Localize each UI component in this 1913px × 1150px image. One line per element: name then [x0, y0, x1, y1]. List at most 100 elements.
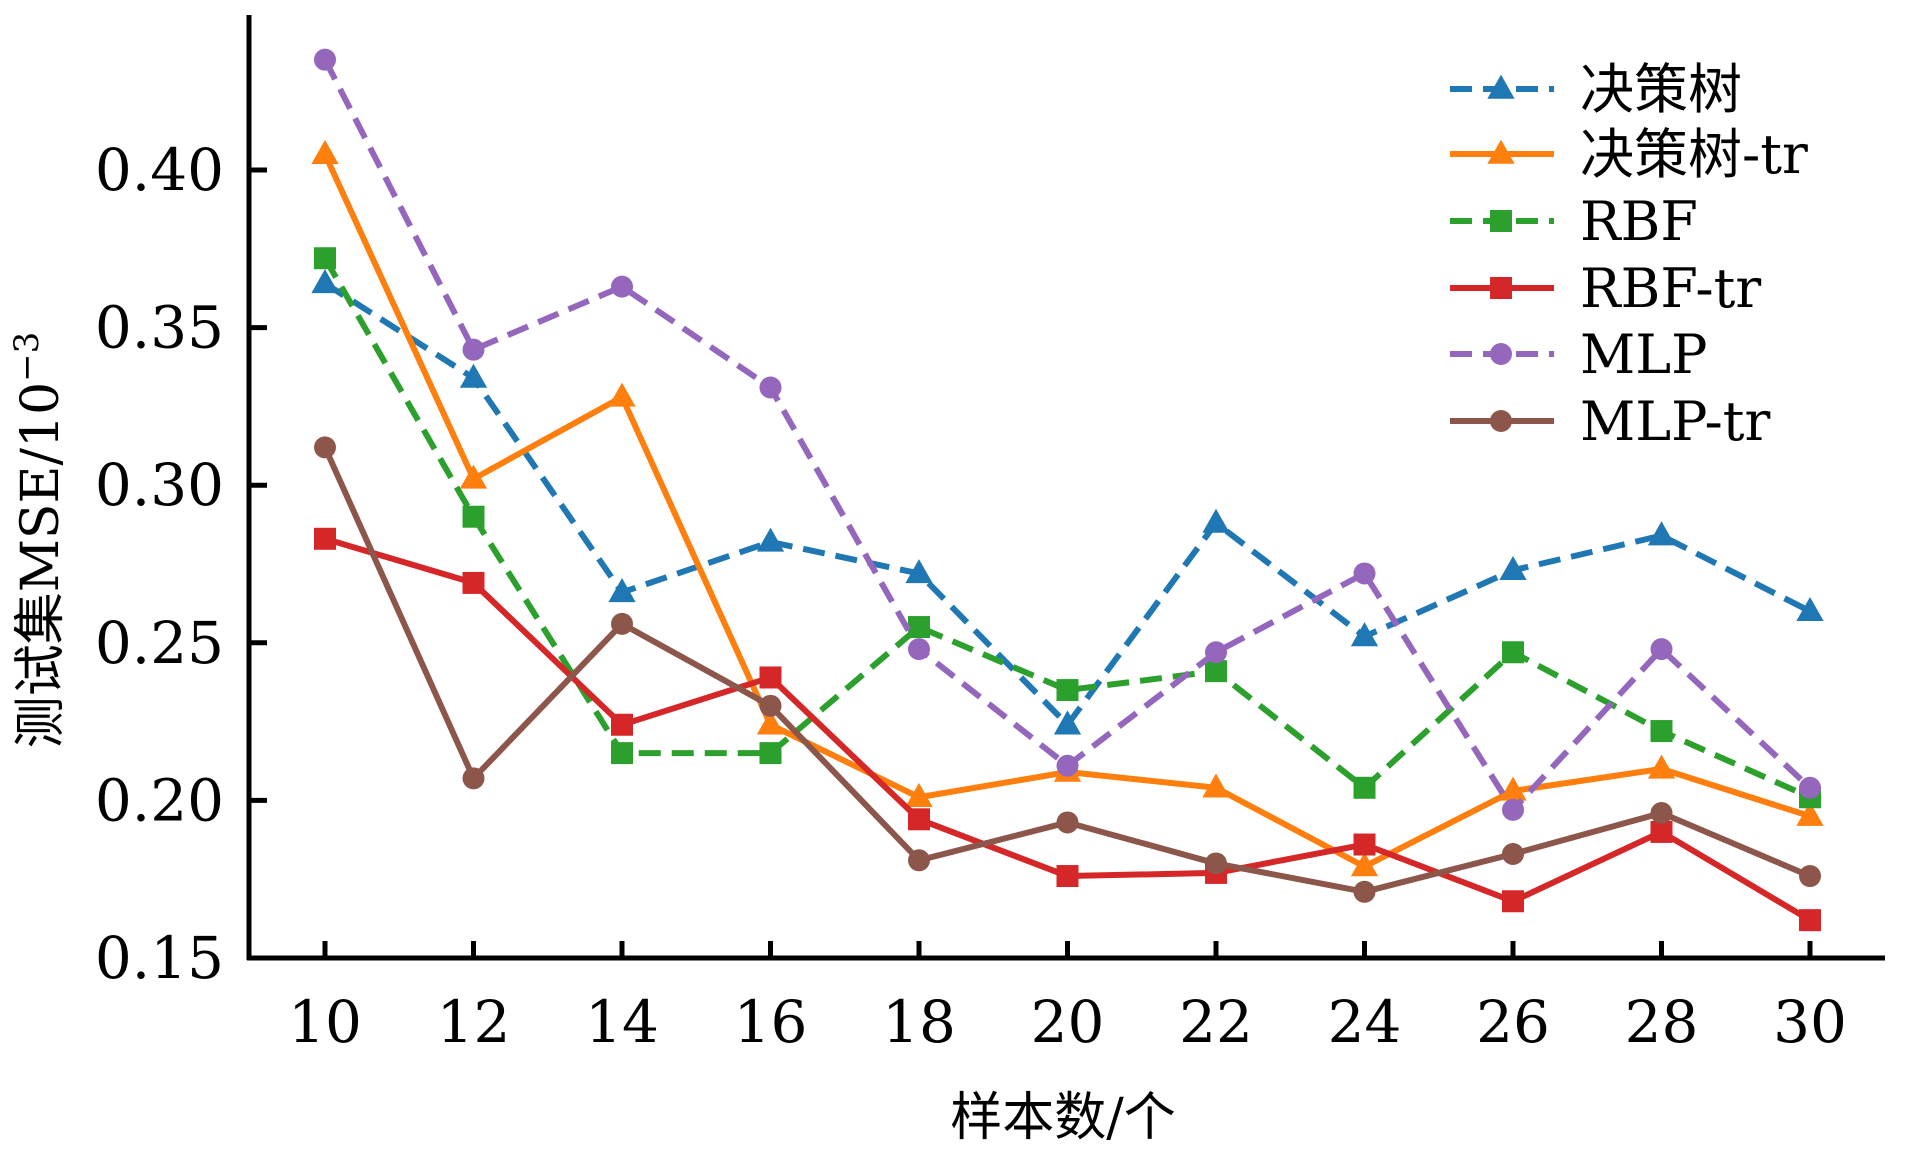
legend-label: MLP [1580, 323, 1708, 386]
y-tick-label: 0.40 [95, 136, 224, 204]
data-point [1502, 798, 1524, 821]
data-point [611, 275, 633, 298]
data-point [759, 666, 782, 689]
data-point [1796, 596, 1824, 621]
y-tick-label: 0.35 [95, 294, 224, 362]
x-tick-label: 10 [288, 988, 362, 1056]
data-point [1056, 865, 1079, 888]
x-tick-label: 24 [1328, 988, 1402, 1056]
data-point [1799, 865, 1821, 888]
data-point [759, 742, 782, 765]
legend-item: 决策树-tr [1450, 123, 1808, 186]
data-point [1650, 638, 1673, 661]
y-axis-title-main: 测试集MSE/10 [11, 382, 71, 749]
data-point [608, 382, 636, 407]
y-tick-label: 0.15 [95, 924, 224, 992]
x-ticks: 10 12 14 16 18 20 22 24 26 28 30 [288, 941, 1847, 1056]
data-point [1353, 880, 1376, 903]
data-point [1647, 754, 1676, 779]
data-point [608, 578, 636, 603]
data-point [1205, 660, 1227, 683]
x-tick-label: 14 [585, 988, 659, 1056]
data-point [462, 571, 485, 594]
y-tick-label: 0.20 [95, 766, 224, 834]
x-tick-label: 22 [1179, 988, 1253, 1056]
data-point [1502, 842, 1524, 865]
data-point [1056, 811, 1079, 834]
data-point [611, 742, 633, 765]
legend-label: MLP-tr [1580, 390, 1770, 453]
x-axis-title: 样本数/个 [950, 1088, 1176, 1148]
legend-label: RBF-tr [1580, 257, 1761, 320]
y-tick-label: 0.25 [95, 609, 224, 677]
legend-marker-circle-icon [1490, 343, 1512, 365]
data-point [1056, 679, 1079, 702]
data-point [1350, 622, 1379, 647]
data-point [1647, 521, 1676, 546]
data-point [314, 48, 336, 71]
data-point [908, 616, 930, 639]
legend-item: RBF-tr [1450, 257, 1761, 320]
x-tick-label: 28 [1625, 988, 1699, 1056]
data-point [1056, 754, 1079, 777]
y-ticks: 0.15 0.20 0.25 0.30 0.35 0.40 [95, 136, 267, 992]
data-point [1650, 820, 1673, 843]
data-point [759, 376, 782, 399]
data-point [759, 694, 782, 717]
data-point [459, 464, 488, 489]
legend-marker-square-icon [1490, 277, 1512, 299]
legend-item: 决策树 [1450, 58, 1742, 121]
data-point [314, 247, 336, 270]
data-point [1202, 773, 1230, 798]
legend-label: 决策树-tr [1580, 123, 1808, 186]
data-point [905, 782, 933, 807]
data-point [905, 559, 933, 584]
data-point [1202, 508, 1230, 533]
series-决策树 [311, 269, 1824, 735]
data-point [462, 505, 485, 528]
data-point [1053, 710, 1082, 735]
data-point [311, 139, 339, 164]
data-point [908, 849, 930, 872]
data-point [908, 808, 930, 831]
data-point [611, 713, 633, 736]
data-point [908, 638, 930, 661]
x-tick-label: 18 [882, 988, 956, 1056]
legend-item: MLP [1450, 323, 1708, 386]
data-point [1499, 555, 1527, 581]
data-point [1650, 802, 1673, 825]
data-point [314, 436, 336, 459]
series-layer [311, 48, 1824, 932]
x-tick-label: 30 [1773, 988, 1847, 1056]
x-tick-label: 20 [1031, 988, 1105, 1056]
data-point [462, 767, 485, 790]
data-point [314, 527, 336, 550]
data-point [1205, 641, 1227, 664]
data-point [1205, 852, 1227, 875]
series-MLP-tr [314, 436, 1821, 903]
data-point [1650, 720, 1673, 743]
legend-marker-square-icon [1490, 210, 1512, 232]
data-point [1353, 776, 1376, 799]
x-tick-label: 26 [1476, 988, 1550, 1056]
x-tick-label: 16 [734, 988, 808, 1056]
data-point [1799, 909, 1821, 932]
data-point [1502, 890, 1524, 913]
legend-item: RBF [1450, 190, 1698, 253]
legend-marker-triangle-icon [1487, 139, 1515, 164]
y-tick-label: 0.30 [95, 451, 224, 519]
data-point [756, 710, 785, 735]
data-point [756, 527, 785, 552]
data-point [1353, 833, 1376, 856]
data-point [1353, 562, 1376, 585]
legend-label: RBF [1580, 190, 1698, 253]
data-point [1796, 801, 1824, 826]
legend-marker-triangle-icon [1487, 74, 1515, 99]
legend-marker-circle-icon [1490, 410, 1512, 432]
data-point [1799, 776, 1821, 799]
y-axis-title-exponent: −3 [7, 332, 47, 382]
data-point [459, 363, 488, 388]
data-point [1350, 852, 1379, 877]
